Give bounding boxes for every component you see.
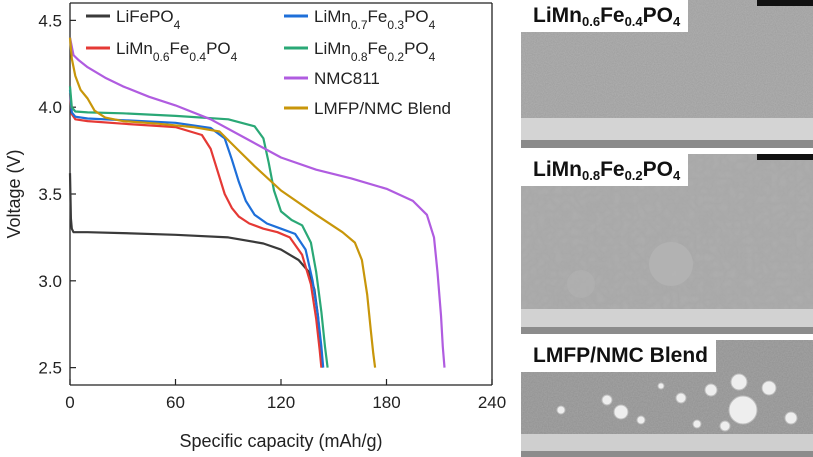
formula-text: PO (642, 158, 673, 181)
formula-text: Fe (600, 158, 625, 181)
y-tick-label: 4.0 (38, 98, 62, 117)
sem-label-limn08fe02po4: LiMn0.8Fe0.2PO4 (521, 154, 689, 186)
voltage-capacity-chart: 0 60 120 180 240 2.5 3.0 3.5 4.0 4.5 Specific capa… (4, 2, 506, 451)
series-line-1 (68, 93, 323, 368)
y-tick-label: 3.0 (38, 272, 62, 291)
sem-image-limn08fe02po4: LiMn0.8Fe0.2PO4 (521, 154, 813, 334)
formula-text: PO (642, 4, 673, 27)
y-tick-label: 4.5 (38, 11, 62, 30)
y-axis-label: Voltage (V) (4, 149, 24, 238)
formula-subscript: 0.8 (581, 168, 601, 183)
series-line-0 (68, 173, 324, 368)
panel-divider (521, 148, 813, 154)
formula-text: LiMn (533, 4, 582, 27)
x-tick-label: 60 (166, 393, 185, 412)
formula-subscript: 0.4 (624, 14, 643, 29)
sem-image-lmfp-nmc-blend: LMFP/NMC Blend (521, 340, 813, 457)
x-tick-label: 180 (372, 393, 400, 412)
x-axis-label: Specific capacity (mAh/g) (179, 431, 382, 451)
legend-label-5: LMFP/NMC Blend (314, 99, 451, 118)
legend-label-2: LiMn0.7Fe0.3PO4 (314, 7, 436, 32)
panel-divider (521, 334, 813, 340)
series-line-3 (68, 86, 329, 368)
legend-label-0: LiFePO4 (116, 7, 181, 32)
formula-text: LiMn (533, 158, 582, 181)
sem-label-lmfp-nmc-blend: LMFP/NMC Blend (521, 340, 716, 372)
x-tick-label: 120 (267, 393, 295, 412)
chart-svg: 0 60 120 180 240 2.5 3.0 3.5 4.0 4.5 Specific capa… (4, 2, 506, 451)
series-line-5 (68, 37, 377, 368)
y-tick-label: 3.5 (38, 185, 62, 204)
y-tick-label: 2.5 (38, 359, 62, 378)
sem-image-limn06fe04po4: LiMn0.6Fe0.4PO4 (521, 0, 813, 148)
legend-label-4: NMC811 (314, 69, 380, 88)
series-line-2 (68, 89, 325, 368)
x-tick-label: 0 (65, 393, 74, 412)
legend-label-1: LiMn0.6Fe0.4PO4 (116, 39, 238, 64)
x-tick-label: 240 (478, 393, 506, 412)
legend-label-3: LiMn0.8Fe0.2PO4 (314, 39, 436, 64)
formula-subscript: 0.6 (581, 14, 601, 29)
formula-text: Fe (600, 4, 625, 27)
formula-subscript: 4 (673, 168, 681, 183)
formula-subscript: 0.2 (624, 168, 643, 183)
formula-subscript: 4 (673, 14, 681, 29)
sem-label-limn06fe04po4: LiMn0.6Fe0.4PO4 (521, 0, 689, 32)
series-line-4 (68, 37, 446, 368)
